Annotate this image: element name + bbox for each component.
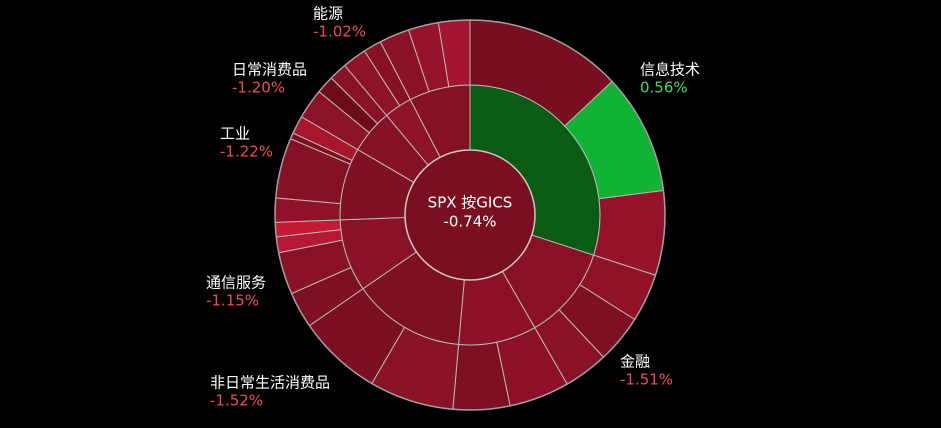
sector-change: -1.51% — [620, 371, 673, 389]
sector-label: 日常消费品 — [232, 61, 307, 79]
center-title: SPX 按GICS — [428, 194, 513, 212]
sector-change: -1.22% — [220, 143, 273, 161]
sector-label: 工业 — [220, 125, 250, 143]
sector-change: 0.56% — [640, 79, 688, 97]
outer-ring — [274, 19, 666, 411]
sector-label: 通信服务 — [206, 274, 266, 292]
sector-change: -1.02% — [313, 23, 366, 41]
sector-label: 金融 — [620, 353, 650, 371]
sector-label: 能源 — [313, 5, 343, 23]
sector-label: 非日常生活消费品 — [210, 374, 330, 392]
center-disc — [404, 149, 536, 281]
center-change: -0.74% — [443, 213, 496, 231]
sector-change: -1.15% — [206, 292, 259, 310]
sector-change: -1.52% — [210, 392, 263, 410]
sector-change: -1.20% — [232, 79, 285, 97]
sector-label: 信息技术 — [640, 61, 700, 79]
